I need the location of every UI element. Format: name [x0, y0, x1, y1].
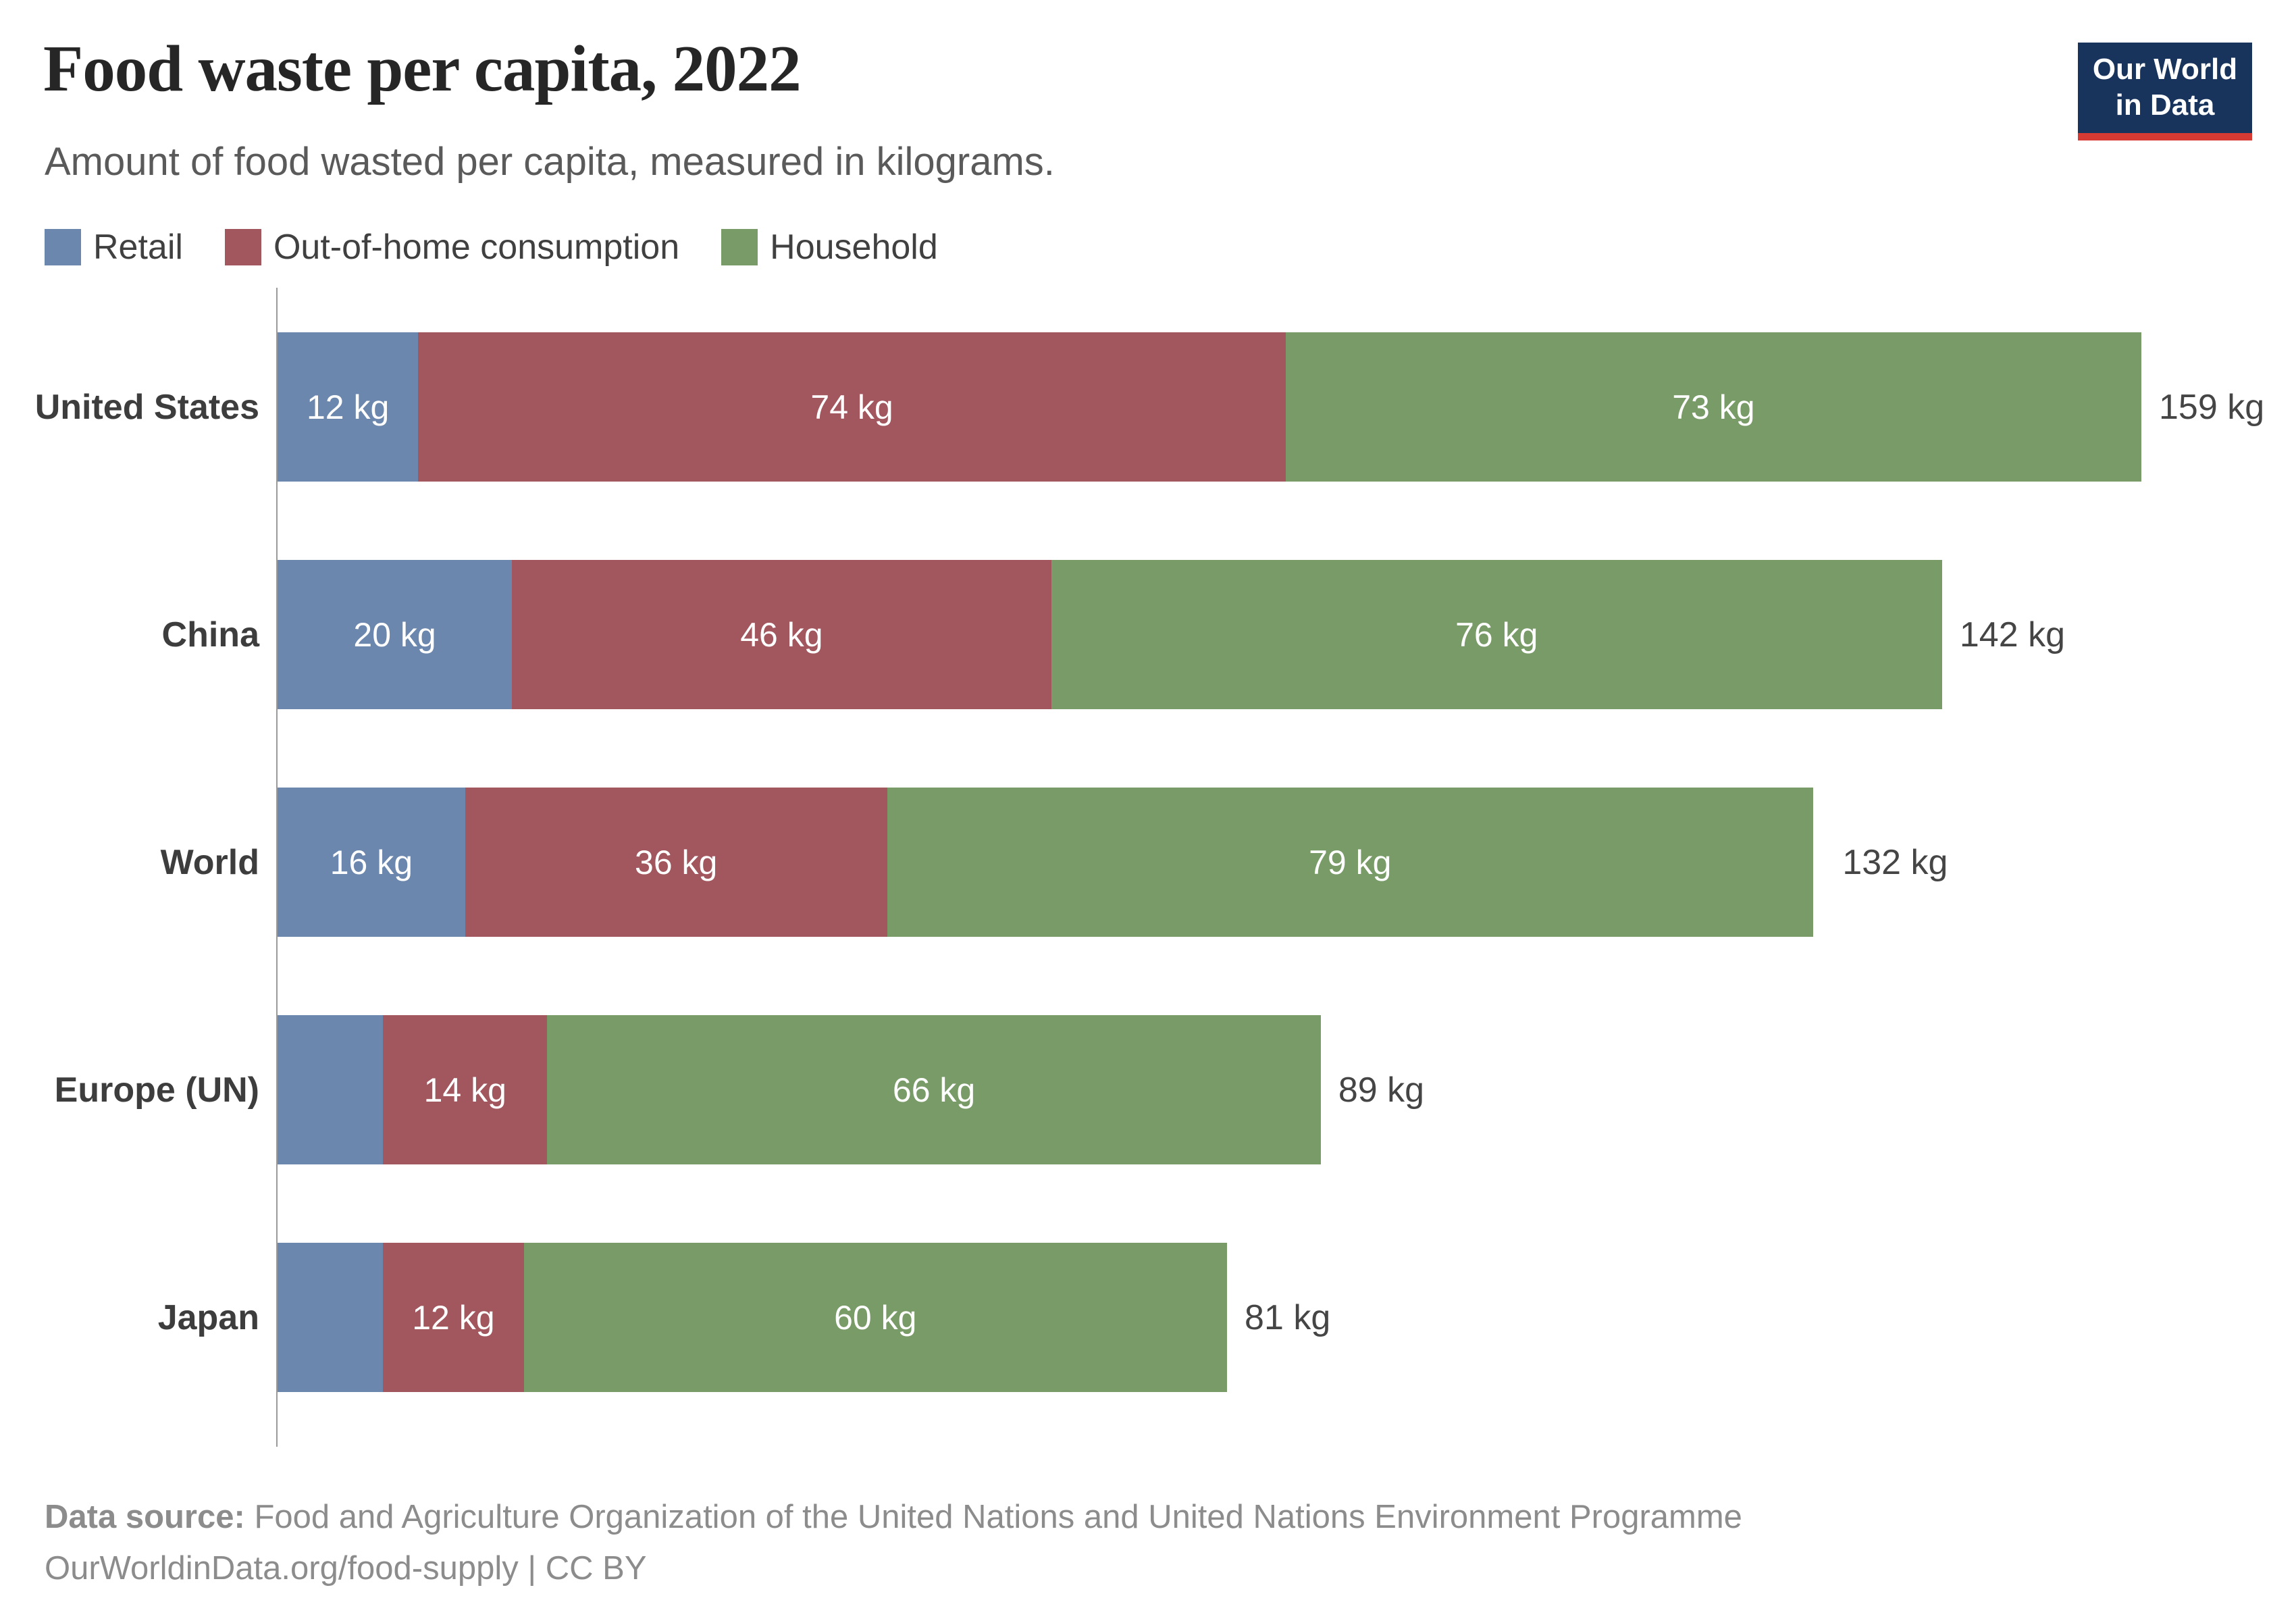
legend-label: Household — [770, 228, 938, 267]
bar-segment-retail[interactable] — [278, 1243, 384, 1392]
bar-track: 12 kg 60 kg 81 kg — [277, 1204, 2296, 1431]
bar-value-label: 60 kg — [834, 1298, 917, 1337]
bar-value-label: 12 kg — [412, 1298, 495, 1337]
bar-segment-retail[interactable]: 20 kg — [278, 560, 513, 709]
bar-segment-out-of-home-consumption[interactable]: 12 kg — [383, 1243, 524, 1392]
table-row: United States 12 kg 74 kg 73 kg 159 kg — [0, 293, 2296, 521]
total-label: 81 kg — [1245, 1297, 1331, 1337]
data-source-line: Data source: Food and Agriculture Organi… — [45, 1491, 2251, 1543]
owid-logo[interactable]: Our World in Data — [2078, 43, 2252, 140]
bar-segment-retail[interactable]: 12 kg — [278, 332, 419, 482]
table-row: Europe (UN) 14 kg 66 kg 89 kg — [0, 976, 2296, 1204]
stacked-bar: 12 kg 74 kg 73 kg — [278, 332, 2141, 482]
entity-label: Europe (UN) — [54, 1070, 259, 1110]
bar-segment-household[interactable]: 73 kg — [1285, 332, 2141, 482]
footer-separator: | — [527, 1550, 537, 1587]
bar-value-label: 79 kg — [1309, 843, 1392, 881]
bar-rows: United States 12 kg 74 kg 73 kg 159 kg China 2… — [0, 293, 2296, 1431]
entity-label: Japan — [157, 1297, 259, 1337]
bar-segment-out-of-home-consumption[interactable]: 46 kg — [512, 560, 1051, 709]
bar-segment-out-of-home-consumption[interactable]: 74 kg — [418, 332, 1286, 482]
footer-license-link[interactable]: CC BY — [545, 1550, 647, 1587]
page-title: Food waste per capita, 2022 — [43, 32, 802, 105]
owid-logo-line1: Our World — [2092, 53, 2238, 86]
total-label: 159 kg — [2159, 387, 2265, 427]
bar-segment-household[interactable]: 79 kg — [887, 788, 1813, 937]
bar-track: 12 kg 74 kg 73 kg 159 kg — [277, 293, 2296, 521]
stacked-bar: 16 kg 36 kg 79 kg — [278, 788, 1813, 937]
bar-track: 14 kg 66 kg 89 kg — [277, 976, 2296, 1204]
footer: Data source: Food and Agriculture Organi… — [45, 1491, 2251, 1594]
footer-links-line: OurWorldinData.org/food-supply | CC BY — [45, 1543, 2251, 1594]
bar-segment-retail[interactable] — [278, 1015, 384, 1164]
entity-label: China — [161, 615, 259, 654]
bar-value-label: 73 kg — [1672, 388, 1755, 426]
bar-value-label: 46 kg — [740, 615, 823, 654]
data-source-label: Data source: — [45, 1499, 245, 1535]
page-subtitle: Amount of food wasted per capita, measur… — [45, 140, 1055, 184]
bar-segment-household[interactable]: 76 kg — [1051, 560, 1942, 709]
table-row: China 20 kg 46 kg 76 kg 142 kg — [0, 521, 2296, 748]
legend: Retail Out-of-home consumption Household — [45, 227, 938, 267]
stacked-bar: 12 kg 60 kg — [278, 1243, 1228, 1392]
bar-track: 20 kg 46 kg 76 kg 142 kg — [277, 521, 2296, 748]
y-axis-line — [276, 288, 278, 1447]
legend-swatch — [45, 229, 81, 265]
total-label: 132 kg — [1842, 842, 1948, 882]
legend-label: Out-of-home consumption — [273, 228, 680, 267]
legend-label: Retail — [93, 228, 183, 267]
entity-label: United States — [34, 387, 259, 427]
bar-value-label: 20 kg — [353, 615, 436, 654]
bar-value-label: 74 kg — [810, 388, 893, 426]
bar-value-label: 66 kg — [892, 1071, 976, 1109]
bar-segment-out-of-home-consumption[interactable]: 14 kg — [383, 1015, 548, 1164]
bar-segment-retail[interactable]: 16 kg — [278, 788, 465, 937]
footer-url-link[interactable]: OurWorldinData.org/food-supply — [45, 1550, 519, 1587]
legend-item[interactable]: Household — [721, 227, 938, 267]
legend-item[interactable]: Out-of-home consumption — [224, 227, 680, 267]
bar-value-label: 16 kg — [330, 843, 413, 881]
bar-segment-household[interactable]: 66 kg — [547, 1015, 1321, 1164]
bar-value-label: 12 kg — [306, 388, 390, 426]
legend-item[interactable]: Retail — [45, 227, 183, 267]
total-label: 142 kg — [1959, 615, 2066, 654]
legend-swatch — [721, 229, 758, 265]
bar-segment-out-of-home-consumption[interactable]: 36 kg — [465, 788, 887, 937]
bar-value-label: 36 kg — [635, 843, 718, 881]
total-label: 89 kg — [1338, 1070, 1425, 1110]
bar-segment-household[interactable]: 60 kg — [523, 1243, 1228, 1392]
data-source-text: Food and Agriculture Organization of the… — [254, 1499, 1742, 1535]
bar-value-label: 76 kg — [1455, 615, 1538, 654]
table-row: World 16 kg 36 kg 79 kg 132 kg — [0, 748, 2296, 976]
legend-swatch — [224, 229, 261, 265]
owid-logo-line2: in Data — [2115, 88, 2215, 122]
stacked-bar: 14 kg 66 kg — [278, 1015, 1321, 1164]
bar-track: 16 kg 36 kg 79 kg 132 kg — [277, 748, 2296, 976]
stacked-bar: 20 kg 46 kg 76 kg — [278, 560, 1942, 709]
bar-value-label: 14 kg — [423, 1071, 506, 1109]
bar-chart: United States 12 kg 74 kg 73 kg 159 kg China 2… — [0, 288, 2296, 1447]
table-row: Japan 12 kg 60 kg 81 kg — [0, 1204, 2296, 1431]
entity-label: World — [160, 842, 259, 882]
